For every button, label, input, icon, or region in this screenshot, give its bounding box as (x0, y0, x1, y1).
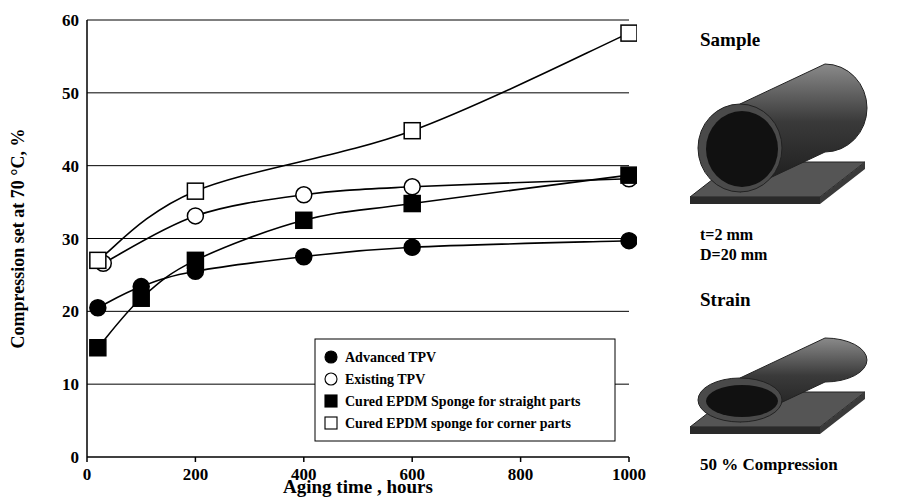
illustration: Sample t=2 mm D=20 mm Strain 50 % Compressio… (690, 29, 867, 474)
grid-line (87, 238, 629, 239)
data-point (187, 208, 203, 224)
legend-box (315, 339, 615, 441)
tube-hole (706, 111, 778, 187)
data-point (187, 252, 203, 268)
legend-label: Advanced TPV (345, 350, 436, 365)
tube-end (698, 104, 782, 192)
grid-line (87, 165, 629, 166)
thickness-label: t=2 mm (700, 226, 754, 243)
data-point (404, 179, 420, 195)
legend-marker (325, 395, 337, 407)
data-point (90, 300, 106, 316)
strain-title: Strain (700, 289, 751, 310)
sample-title: Sample (700, 29, 760, 50)
tube-hole (706, 385, 778, 417)
y-tick-label: 10 (62, 375, 79, 394)
x-axis-title: Aging time , hours (283, 476, 433, 497)
base-side (820, 392, 865, 434)
x-tick-label: 200 (183, 465, 209, 484)
y-axis-title: Compression set at 70 °C, % (8, 129, 28, 349)
data-point (90, 340, 106, 356)
legend-label: Existing TPV (345, 372, 425, 387)
y-tick-label: 40 (62, 157, 79, 176)
y-tick-label: 20 (62, 302, 79, 321)
y-tick-label: 50 (62, 84, 79, 103)
data-point (187, 183, 203, 199)
legend-marker (325, 351, 337, 363)
data-point (404, 239, 420, 255)
tube-end (698, 378, 782, 422)
grid-line (87, 20, 629, 21)
series-line (98, 175, 629, 348)
data-point (296, 187, 312, 203)
legend-marker (325, 417, 337, 429)
legend-label: Cured EPDM Sponge for straight parts (345, 394, 581, 409)
legend: Advanced TPV Existing TPV Cured EPDM Spong… (315, 339, 615, 441)
data-point (621, 167, 637, 183)
data-point (296, 212, 312, 228)
strain-caption: 50 % Compression (700, 455, 838, 474)
data-point (133, 290, 149, 306)
plot-area (90, 25, 637, 356)
base-edge (690, 197, 820, 204)
series-line (98, 33, 629, 260)
data-point (621, 25, 637, 41)
x-tick-label: 800 (508, 465, 534, 484)
y-tick-label: 0 (71, 448, 80, 467)
base-side (820, 162, 865, 204)
diameter-label: D=20 mm (700, 246, 768, 263)
data-point (404, 123, 420, 139)
data-point (90, 252, 106, 268)
y-axis (86, 20, 88, 457)
series-line (98, 241, 629, 308)
figure: 010203040506002004006008001000Aging time… (0, 0, 904, 502)
base-edge (690, 427, 820, 434)
x-tick-label: 1000 (612, 465, 646, 484)
x-axis (87, 456, 629, 458)
legend-marker (325, 373, 337, 385)
grid-line (87, 311, 629, 312)
data-point (621, 233, 637, 249)
grid-line (87, 92, 629, 93)
x-tick-label: 0 (83, 465, 92, 484)
data-point (296, 249, 312, 265)
legend-label: Cured EPDM sponge for corner parts (345, 416, 571, 431)
data-point (404, 196, 420, 212)
y-tick-label: 60 (62, 11, 79, 30)
y-tick-label: 30 (62, 230, 79, 249)
series-line (103, 179, 629, 263)
